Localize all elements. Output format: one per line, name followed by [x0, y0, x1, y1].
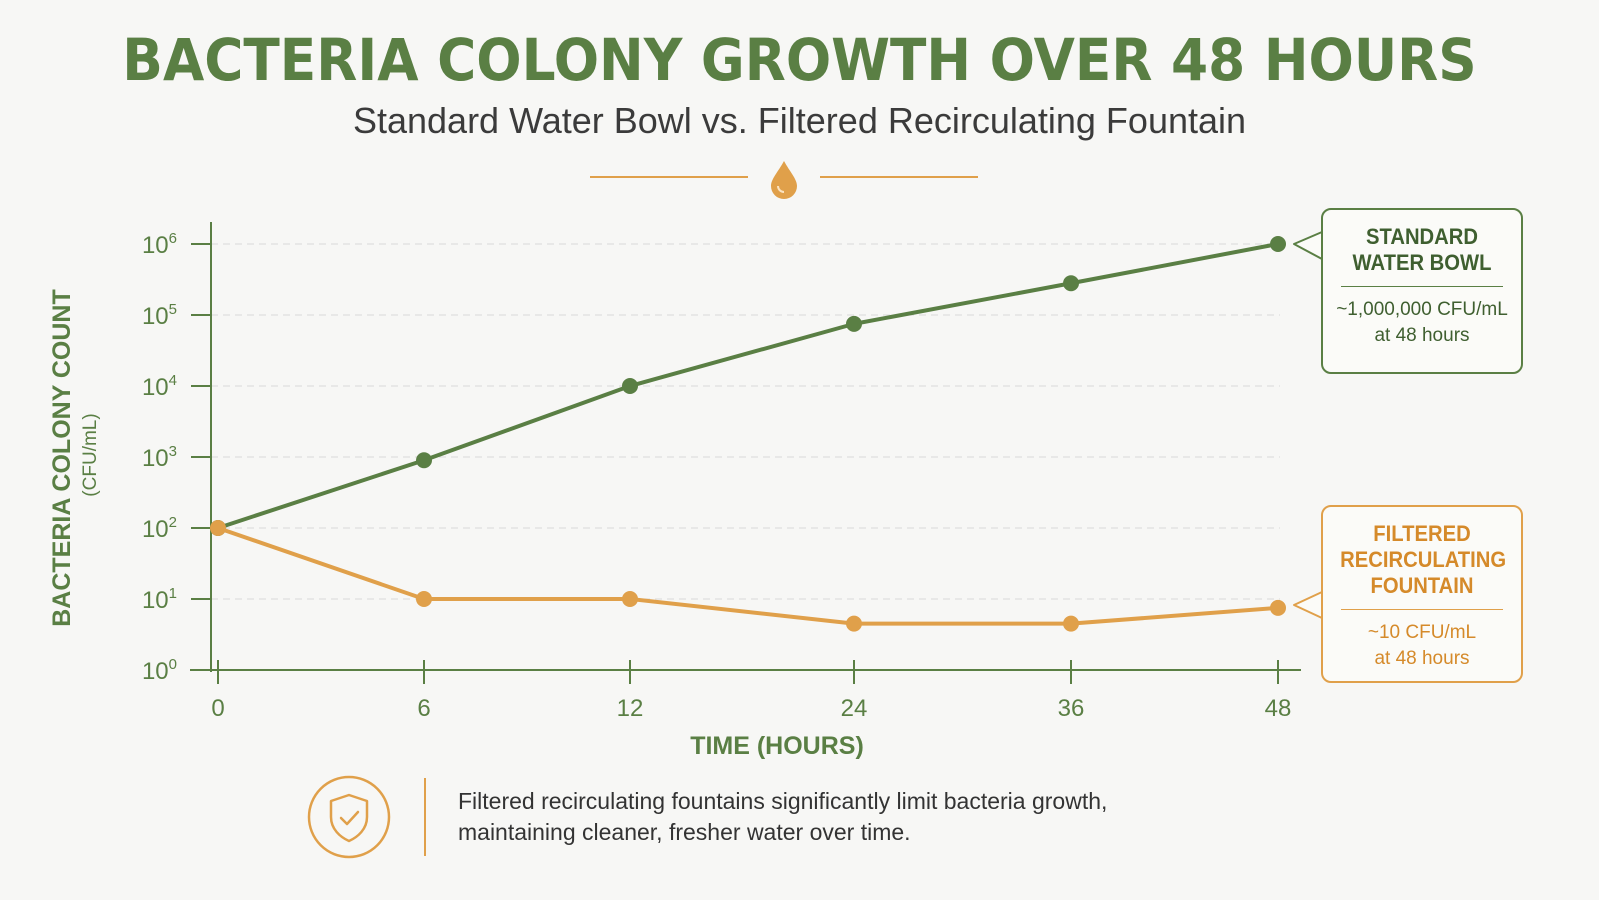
- y-axis-unit: (CFU/mL): [80, 413, 101, 496]
- callout-pointer-standard: [1293, 231, 1323, 260]
- title-divider: [590, 161, 978, 199]
- y-tick-label: 101: [142, 585, 177, 614]
- data-point-standard-water-bowl: [846, 315, 862, 332]
- callout-pointers: [1293, 231, 1323, 619]
- callout-fountain-value: ~10 CFU/mL: [1367, 622, 1477, 643]
- water-drop-highlight: [777, 185, 785, 193]
- y-tick-label: 105: [142, 301, 177, 330]
- callout-standard-title-line2: WATER BOWL: [1352, 250, 1492, 275]
- data-point-filtered-fountain: [210, 520, 226, 536]
- callout-standard-water-bowl: STANDARD WATER BOWL ~1,000,000 CFU/mL at…: [1321, 208, 1523, 374]
- data-point-standard-water-bowl: [622, 378, 638, 394]
- data-point-filtered-fountain: [1063, 615, 1079, 632]
- callout-standard-title-line1: STANDARD: [1365, 224, 1479, 249]
- water-drop-icon: [771, 161, 797, 199]
- series: [210, 236, 1286, 632]
- x-tick-label: 12: [617, 695, 644, 722]
- callout-fountain-title-line2: RECIRCULATING: [1340, 547, 1507, 572]
- axis-labels: 100 101 102 103 104 105 106 0 6 12 24 36 48 TIME (HOU…: [48, 230, 1291, 760]
- page-title: BACTERIA COLONY GROWTH OVER 48 HOURS: [122, 26, 1477, 94]
- y-tick-label: 106: [142, 230, 177, 259]
- page-subtitle: Standard Water Bowl vs. Filtered Recircu…: [352, 100, 1247, 141]
- data-point-filtered-fountain: [1270, 599, 1286, 616]
- callout-standard-title: STANDARD WATER BOWL: [1340, 224, 1504, 276]
- callout-fountain-title: FILTERED RECIRCULATING FOUNTAIN: [1340, 521, 1507, 599]
- data-point-standard-water-bowl: [416, 452, 432, 469]
- data-point-filtered-fountain: [622, 591, 638, 607]
- x-tick-label: 0: [211, 695, 224, 722]
- y-tick-label: 102: [142, 514, 177, 543]
- footer-note: Filtered recirculating fountains signifi…: [458, 786, 1218, 848]
- y-tick-label: 104: [142, 372, 177, 401]
- callout-filtered-fountain: FILTERED RECIRCULATING FOUNTAIN ~10 CFU/…: [1321, 505, 1523, 683]
- callout-fountain-time: at 48 hours: [1374, 648, 1470, 669]
- axes: [190, 222, 1301, 684]
- y-tick-label: 103: [142, 443, 177, 472]
- footer-line-1: Filtered recirculating fountains signifi…: [458, 788, 1108, 814]
- callout-fountain-text: ~10 CFU/mL at 48 hours: [1331, 620, 1513, 672]
- callout-standard-text: ~1,000,000 CFU/mL at 48 hours: [1331, 297, 1513, 349]
- callout-standard-rule: [1341, 286, 1503, 287]
- y-tick-label: 100: [142, 656, 177, 685]
- callout-fountain-title-line1: FILTERED: [1373, 521, 1471, 546]
- y-axis-title: BACTERIA COLONY COUNT: [48, 289, 76, 627]
- data-point-filtered-fountain: [416, 591, 432, 607]
- x-tick-label: 48: [1265, 695, 1292, 722]
- x-axis-title: TIME (HOURS): [690, 732, 864, 760]
- x-tick-label: 6: [417, 695, 430, 722]
- grid-lines: [211, 243, 1280, 600]
- callout-pointer-fountain: [1293, 591, 1323, 619]
- series-line-standard-water-bowl: [216, 242, 1280, 530]
- callout-fountain-rule: [1341, 609, 1503, 610]
- x-tick-label: 36: [1058, 695, 1085, 722]
- callout-standard-time: at 48 hours: [1374, 325, 1470, 346]
- data-point-standard-water-bowl: [1063, 275, 1079, 292]
- footer-divider: [424, 778, 426, 856]
- data-point-filtered-fountain: [846, 615, 862, 632]
- data-point-standard-water-bowl: [1270, 236, 1286, 252]
- shield-check-icon: [307, 775, 391, 859]
- footer-line-2: maintaining cleaner, fresher water over …: [458, 819, 911, 845]
- callout-fountain-title-line3: FOUNTAIN: [1370, 573, 1474, 598]
- series-line-filtered-fountain: [216, 526, 1280, 626]
- callout-standard-value: ~1,000,000 CFU/mL: [1336, 299, 1508, 320]
- x-tick-label: 24: [841, 695, 868, 722]
